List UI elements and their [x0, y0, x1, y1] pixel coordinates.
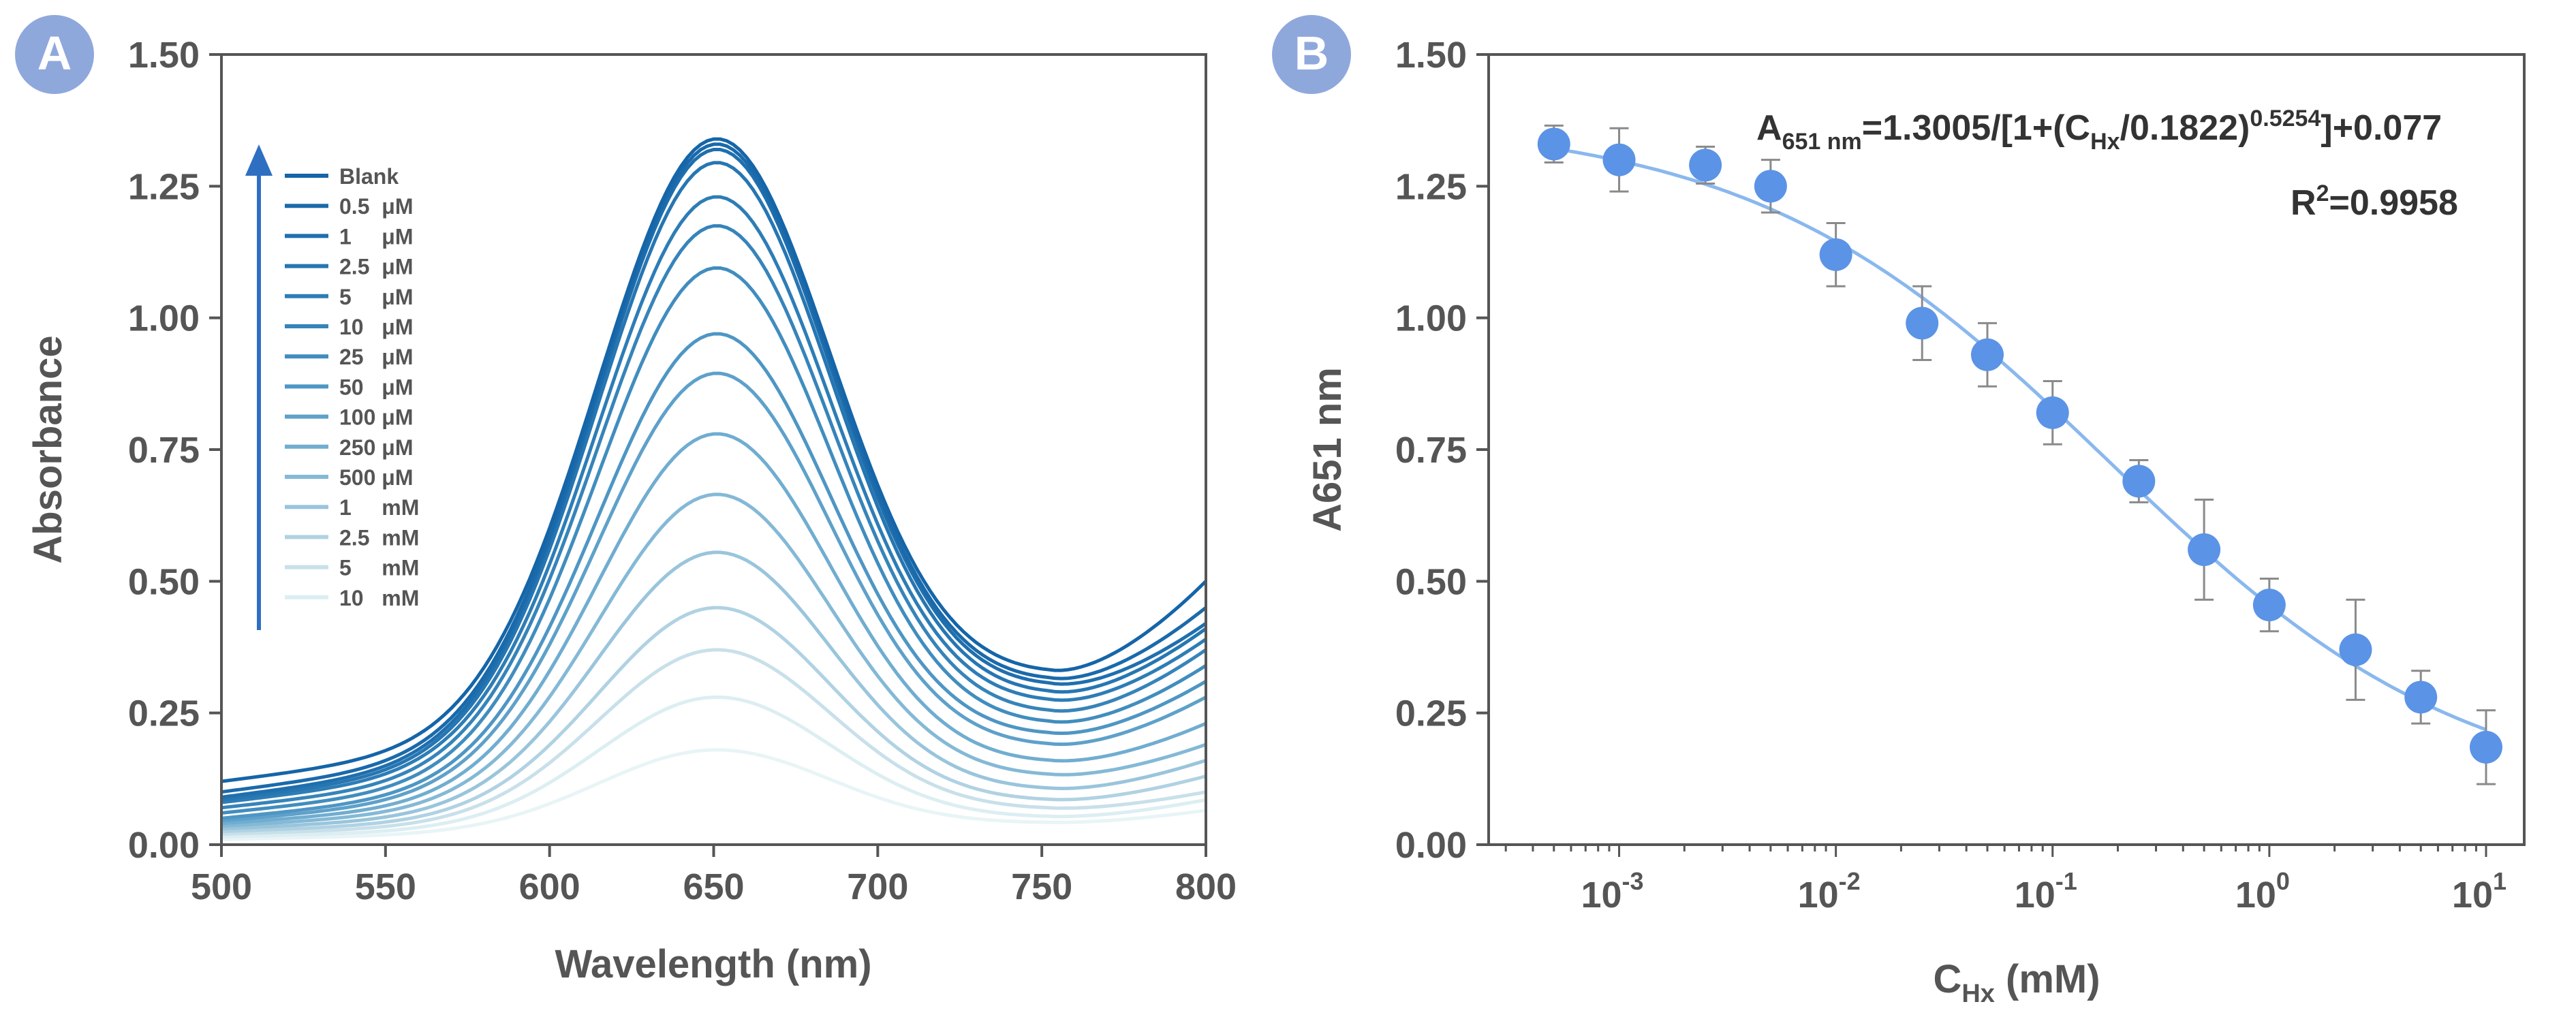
- panel-b-label: B: [1294, 27, 1329, 80]
- panel-a-x-axis-label: Wavelength (nm): [555, 942, 871, 986]
- panel-a-x-tick-label: 750: [1011, 866, 1072, 907]
- panel-b-x-tick-label: 10-1: [2015, 867, 2077, 916]
- panel-a-y-tick-label: 1.50: [128, 35, 200, 76]
- panel-a-y-tick-label: 1.00: [128, 298, 200, 339]
- data-point: [2469, 730, 2502, 764]
- data-point: [1754, 170, 1787, 203]
- data-point: [2036, 396, 2069, 429]
- legend-arrow-head: [245, 144, 273, 176]
- series-line-1-μm: [221, 148, 1207, 799]
- panel-b-y-tick-label: 0.50: [1395, 561, 1467, 602]
- panel-a-label: A: [37, 27, 72, 80]
- panel-b-x-tick-label: 100: [2235, 867, 2290, 916]
- legend-entry: 2.5 mM: [339, 525, 419, 550]
- series-line-50-μm: [221, 332, 1207, 820]
- legend-entry: 1 mM: [339, 495, 419, 520]
- legend-entry: 10 mM: [339, 586, 419, 610]
- series-line-5-mm: [221, 648, 1207, 836]
- series-line-10-μm: [221, 224, 1207, 810]
- panel-a-y-tick-label: 0.50: [128, 561, 200, 602]
- series-line-2.5-mm: [221, 606, 1207, 834]
- panel-a-x-tick-label: 600: [519, 866, 580, 907]
- panel-a-legend: Blank 0.5 μM 1 μM 2.5 μM 5 μM 10 μM 25 μM 50 μM…: [245, 144, 419, 630]
- panel-b-x-axis-label: CHx (mM): [1933, 957, 2100, 1008]
- panel-b-fit-curve: [1553, 146, 2487, 732]
- legend-entry: 10 μM: [339, 315, 414, 339]
- panel-b-r-squared: R2=0.9958: [2291, 181, 2458, 223]
- legend-entry: 0.5 μM: [339, 194, 414, 219]
- legend-entry: 50 μM: [339, 375, 414, 399]
- panel-b-y-axis-label: A651 nm: [1305, 367, 1350, 532]
- series-line-0.5-μm: [221, 142, 1207, 794]
- legend-entry: 250 μM: [339, 435, 414, 460]
- panel-a-x-tick-label: 700: [847, 866, 908, 907]
- panel-a-x-tick-label: 650: [683, 866, 744, 907]
- series-line-blank: [221, 137, 1207, 783]
- data-point: [1970, 338, 2004, 371]
- panel-a: A 0.00 0.25 0.50 0.75 1.00 1.25 1.50 500 550 600 6…: [15, 15, 1237, 986]
- legend-entry: 500 μM: [339, 465, 414, 490]
- panel-a-x-tick-label: 800: [1175, 866, 1237, 907]
- legend-entry: 5 μM: [339, 285, 413, 309]
- data-point: [2122, 465, 2156, 498]
- panel-b-y-tick-label: 0.00: [1395, 825, 1467, 866]
- panel-a-y-tick-label: 1.25: [128, 166, 200, 207]
- series-line-5-μm: [221, 195, 1207, 804]
- series-line-250-μm: [221, 432, 1207, 826]
- legend-entry: 5 mM: [339, 556, 419, 580]
- data-point: [2404, 680, 2438, 714]
- panel-a-y-tick-label: 0.25: [128, 693, 200, 734]
- panel-b-equation: A651 nm=1.3005/[1+(CHx/0.1822)0.5254]+0.…: [1756, 106, 2442, 155]
- legend-entry: 100 μM: [339, 405, 414, 430]
- legend-entry: 2.5 μM: [339, 255, 414, 279]
- panel-b-y-tick-label: 1.00: [1395, 298, 1467, 339]
- series-line-100-μm: [221, 371, 1207, 823]
- legend-entry: 25 μM: [339, 345, 414, 369]
- panel-b-y-tick-label: 1.50: [1395, 35, 1467, 76]
- panel-b-badge: [1272, 15, 1351, 94]
- panel-a-x-tick-label: 500: [191, 866, 252, 907]
- legend-entry: Blank: [339, 164, 399, 189]
- data-point: [2252, 589, 2286, 622]
- data-point: [1906, 307, 1939, 340]
- series-line-25-μm: [221, 266, 1207, 815]
- series-line-10-mm: [221, 695, 1207, 839]
- panel-b-plot-frame: [1487, 53, 2526, 846]
- series-line-trace: [221, 748, 1207, 841]
- legend-entry: 1 μM: [339, 224, 413, 249]
- panel-a-series: [221, 137, 1207, 841]
- panel-a-badge: [15, 15, 94, 94]
- panel-b-y-tick-label: 0.75: [1395, 430, 1467, 471]
- data-point: [2339, 633, 2372, 666]
- fit-line: [1553, 146, 2487, 732]
- panel-a-y-axis-label: Absorbance: [26, 335, 70, 563]
- panel-a-x-tick-label: 550: [355, 866, 416, 907]
- panel-b-x-tick-label: 10-3: [1581, 867, 1643, 916]
- series-line-2.5-μm: [221, 161, 1207, 802]
- panel-b: B 0.00 0.25 0.50 0.75 1.00 1.25 1.50 10-3 10-2 10…: [1272, 15, 2526, 1008]
- panel-b-x-tick-label: 10-2: [1798, 867, 1861, 916]
- panel-b-points: [1537, 124, 2502, 785]
- series-line-500-μm: [221, 492, 1207, 828]
- panel-b-y-tick-label: 1.25: [1395, 166, 1467, 207]
- series-line-1-mm: [221, 550, 1207, 831]
- data-point: [1537, 127, 1570, 161]
- data-point: [1602, 143, 1636, 176]
- data-point: [1819, 238, 1852, 271]
- panel-a-y-tick-label: 0.00: [128, 825, 200, 866]
- panel-a-y-tick-label: 0.75: [128, 430, 200, 471]
- data-point: [1689, 148, 1722, 182]
- data-point: [2188, 533, 2221, 566]
- panel-b-y-tick-label: 0.25: [1395, 693, 1467, 734]
- panel-b-x-tick-label: 101: [2452, 867, 2507, 916]
